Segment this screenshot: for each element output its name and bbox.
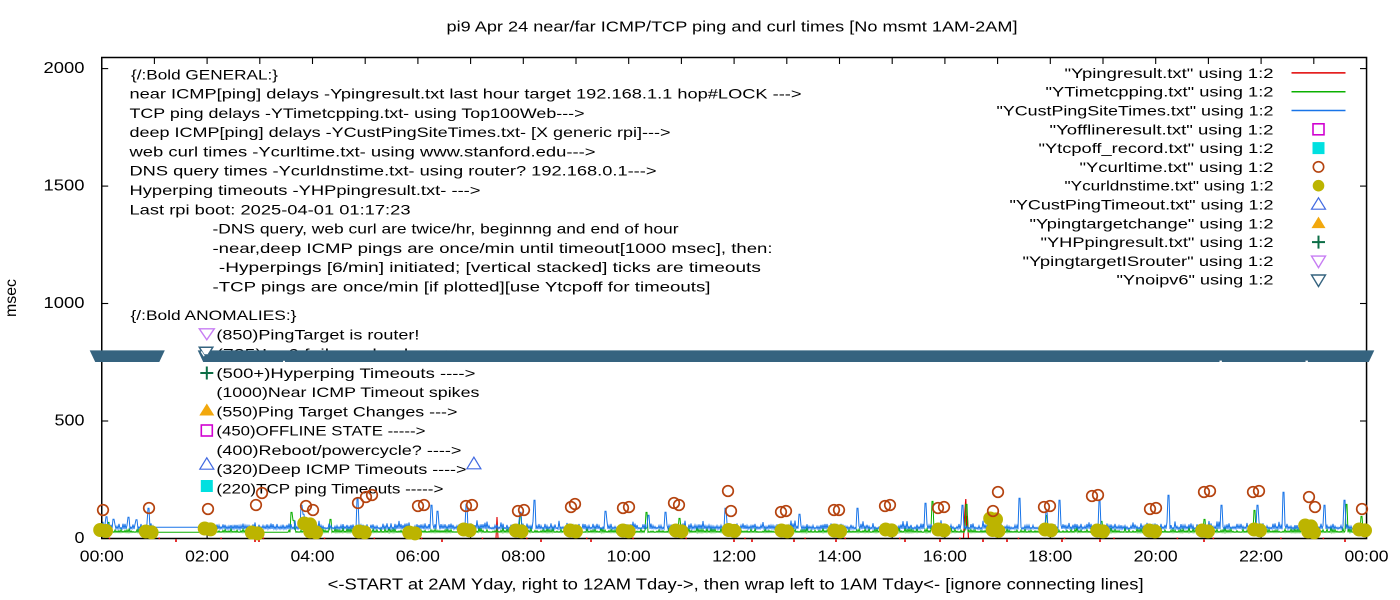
- svg-text:{/:Bold GENERAL:}: {/:Bold GENERAL:}: [131, 66, 278, 82]
- svg-text:18:00: 18:00: [1028, 549, 1072, 566]
- svg-text:near ICMP[ping] delays -Ypingr: near ICMP[ping] delays -Ypingresult.txt …: [130, 86, 802, 102]
- svg-text:<-START at 2AM Yday, right to: <-START at 2AM Yday, right to 12AM Tday-…: [328, 577, 1144, 594]
- svg-text:{/:Bold ANOMALIES:}: {/:Bold ANOMALIES:}: [131, 307, 297, 323]
- svg-text:"Ypingresult.txt" using 1:2: "Ypingresult.txt" using 1:2: [1065, 65, 1274, 81]
- svg-text:"Ycurldnstime.txt" using 1:2: "Ycurldnstime.txt" using 1:2: [1065, 178, 1274, 194]
- svg-text:"Ytcpoff_record.txt" using 1:2: "Ytcpoff_record.txt" using 1:2: [1039, 140, 1274, 156]
- svg-text:"YCustPingSiteTimes.txt" using: "YCustPingSiteTimes.txt" using 1:2: [997, 103, 1274, 119]
- svg-text:06:00: 06:00: [396, 549, 440, 566]
- svg-text:10:00: 10:00: [607, 549, 651, 566]
- svg-text:-Hyperpings [6/min] initiated;: -Hyperpings [6/min] initiated; [vertical…: [219, 259, 761, 275]
- svg-text:msec: msec: [3, 279, 20, 317]
- svg-text:14:00: 14:00: [818, 549, 862, 566]
- svg-text:pi9 Apr 24 near/far ICMP/TCP: pi9 Apr 24 near/far ICMP/TCP ping and cu…: [447, 19, 1018, 36]
- svg-text:(320)Deep ICMP Timeouts ---->: (320)Deep ICMP Timeouts ---->: [216, 461, 466, 477]
- svg-text:Hyperping timeouts -YHPpingres: Hyperping timeouts -YHPpingresult.txt- -…: [130, 182, 481, 198]
- svg-text:0: 0: [75, 530, 85, 547]
- svg-text:22:00: 22:00: [1239, 549, 1283, 566]
- svg-text:"Ynoipv6" using 1:2: "Ynoipv6" using 1:2: [1117, 272, 1274, 288]
- svg-text:(500+)Hyperping Timeouts ---->: (500+)Hyperping Timeouts ---->: [216, 365, 475, 381]
- svg-text:(550)Ping Target Changes --->: (550)Ping Target Changes --->: [216, 403, 457, 419]
- svg-text:500: 500: [55, 412, 85, 429]
- svg-text:(1000)Near ICMP Timeout spikes: (1000)Near ICMP Timeout spikes: [216, 384, 479, 400]
- svg-text:-DNS query, web curl are twice: -DNS query, web curl are twice/hr, begin…: [213, 221, 679, 237]
- svg-text:"YHPpingresult.txt" using 1:2: "YHPpingresult.txt" using 1:2: [1041, 234, 1274, 250]
- svg-text:00:00: 00:00: [1345, 549, 1389, 566]
- svg-text:"YpingtargetISrouter" using 1:: "YpingtargetISrouter" using 1:2: [1023, 253, 1274, 269]
- svg-text:1000: 1000: [44, 295, 85, 312]
- svg-text:"YTimetcpping.txt" using 1:2: "YTimetcpping.txt" using 1:2: [1046, 84, 1274, 100]
- svg-text:20:00: 20:00: [1134, 549, 1178, 566]
- svg-text:1500: 1500: [44, 178, 85, 195]
- svg-text:08:00: 08:00: [501, 549, 545, 566]
- svg-text:12:00: 12:00: [712, 549, 756, 566]
- svg-text:04:00: 04:00: [291, 549, 335, 566]
- svg-text:deep ICMP[ping] delays -YCustP: deep ICMP[ping] delays -YCustPingSiteTim…: [130, 124, 671, 140]
- svg-text:web curl times -Ycurltime.txt-: web curl times -Ycurltime.txt- using www…: [128, 143, 595, 159]
- svg-text:Last rpi boot: 2025-04-01 01:1: Last rpi boot: 2025-04-01 01:17:23: [130, 201, 411, 217]
- svg-text:(220)TCP ping Timeouts ----->: (220)TCP ping Timeouts ----->: [216, 481, 443, 497]
- svg-text:00:00: 00:00: [80, 549, 124, 566]
- svg-text:TCP ping delays -YTimetcpping.: TCP ping delays -YTimetcpping.txt- using…: [130, 105, 585, 121]
- svg-text:16:00: 16:00: [923, 549, 967, 566]
- svg-text:"YCustPingTimeout.txt" using 1: "YCustPingTimeout.txt" using 1:2: [1010, 197, 1274, 213]
- svg-text:(850)PingTarget is router!: (850)PingTarget is router!: [216, 326, 419, 342]
- svg-text:"Ypingtargetchange" using 1:2: "Ypingtargetchange" using 1:2: [1030, 215, 1274, 231]
- svg-text:(400)Reboot/powercycle? ---->: (400)Reboot/powercycle? ---->: [216, 442, 461, 458]
- svg-text:2000: 2000: [44, 60, 85, 77]
- svg-text:(450)OFFLINE STATE ----->: (450)OFFLINE STATE ----->: [216, 423, 425, 439]
- svg-text:DNS query times -Ycurldnstime.: DNS query times -Ycurldnstime.txt- using…: [130, 163, 657, 179]
- svg-text:-TCP pings are once/min [if pl: -TCP pings are once/min [if plotted][use…: [213, 278, 711, 294]
- svg-text:"Yofflineresult.txt" using 1:2: "Yofflineresult.txt" using 1:2: [1050, 121, 1274, 137]
- svg-text:02:00: 02:00: [185, 549, 229, 566]
- svg-text:"Ycurltime.txt" using 1:2: "Ycurltime.txt" using 1:2: [1080, 159, 1274, 175]
- svg-text:-near,deep ICMP pings are once: -near,deep ICMP pings are once/min until…: [213, 240, 773, 256]
